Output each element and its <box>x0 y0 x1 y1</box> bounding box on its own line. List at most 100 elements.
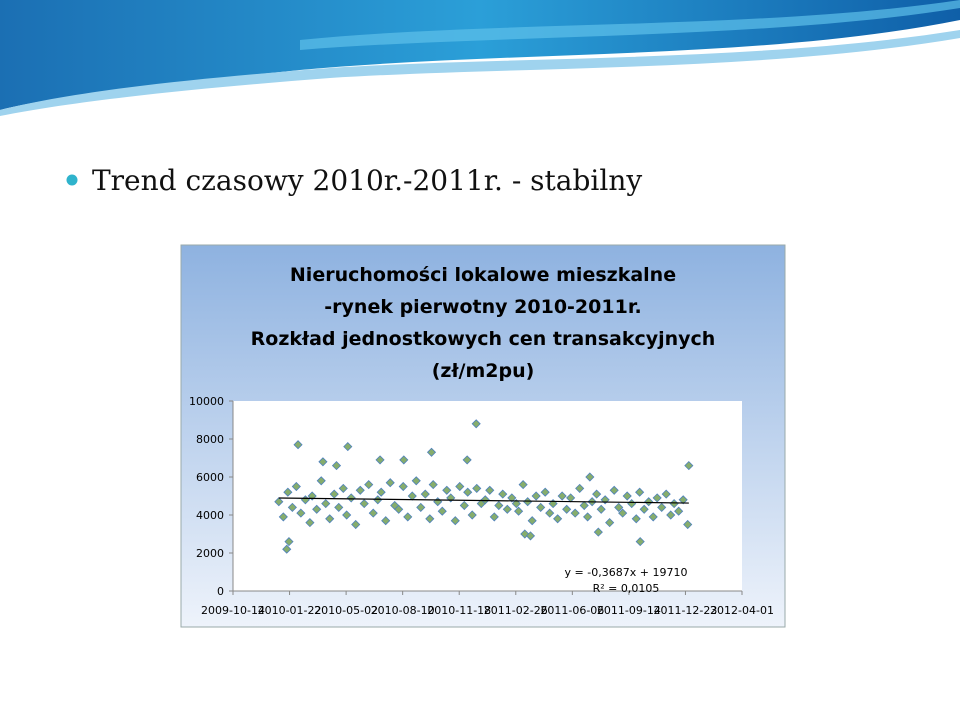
point <box>375 455 385 465</box>
point <box>618 508 628 518</box>
point <box>570 508 580 518</box>
point <box>428 480 438 490</box>
point <box>381 516 391 526</box>
x-tick-label: 2010-08-10 <box>371 604 435 617</box>
point <box>305 518 315 528</box>
point <box>489 512 499 522</box>
point <box>394 504 404 514</box>
y-tick-label: 2000 <box>196 547 224 560</box>
point <box>325 514 335 524</box>
point <box>385 478 395 488</box>
x-tick-label: 2011-02-26 <box>484 604 548 617</box>
point <box>520 529 530 539</box>
bullet-dot <box>66 174 78 186</box>
point <box>351 519 361 530</box>
point <box>579 500 589 511</box>
point <box>605 518 615 528</box>
point <box>291 481 301 492</box>
point <box>420 489 430 499</box>
y-tick-label: 6000 <box>196 471 224 484</box>
annotation: y = -0,3687x + 19710 <box>565 566 688 579</box>
point <box>318 457 328 467</box>
point <box>316 476 326 486</box>
point <box>480 495 490 505</box>
point <box>398 481 408 492</box>
point <box>683 519 693 530</box>
y-tick-label: 0 <box>217 585 224 598</box>
point <box>666 510 676 520</box>
point <box>472 483 482 493</box>
point <box>342 510 352 520</box>
point <box>657 502 667 512</box>
point <box>411 476 421 486</box>
chart: Nieruchomości lokalowe mieszkalne -rynek … <box>189 264 774 617</box>
point <box>562 504 572 514</box>
point <box>507 493 517 503</box>
point <box>609 485 619 495</box>
point <box>644 497 654 507</box>
point <box>553 514 563 524</box>
chart-title: (zł/m2pu) <box>432 360 535 382</box>
point <box>334 502 344 512</box>
x-tick-label: 2011-06-06 <box>540 604 604 617</box>
point <box>450 516 460 526</box>
point <box>278 512 288 522</box>
point <box>557 491 567 501</box>
point <box>648 512 658 522</box>
y-tick-label: 4000 <box>196 509 224 522</box>
point <box>368 508 378 518</box>
point <box>425 514 435 524</box>
point <box>631 514 641 524</box>
point <box>596 504 606 514</box>
point <box>343 442 353 452</box>
point <box>678 495 688 505</box>
point <box>514 506 524 516</box>
point <box>527 516 537 526</box>
point <box>622 491 632 501</box>
point <box>511 499 521 509</box>
point <box>661 489 671 499</box>
y-tick-label: 10000 <box>189 395 224 408</box>
point <box>593 527 603 537</box>
point <box>284 537 294 547</box>
x-tick-label: 2010-05-02 <box>314 604 378 617</box>
point <box>485 485 495 495</box>
x-tick-label: 2011-09-14 <box>597 604 661 617</box>
chart-title: Rozkład jednostkowych cen transakcyjnych <box>251 328 716 350</box>
point <box>502 504 512 514</box>
point <box>635 537 645 547</box>
x-tick-label: 2010-11-18 <box>427 604 491 617</box>
point <box>364 480 374 490</box>
point <box>321 499 331 509</box>
x-tick-label: 2009-10-14 <box>201 604 265 617</box>
point <box>274 497 284 507</box>
point <box>536 502 546 512</box>
annotation: R² = 0,0105 <box>593 582 660 595</box>
point <box>287 502 297 512</box>
point <box>494 500 504 511</box>
point <box>338 483 348 493</box>
point <box>399 455 409 465</box>
point <box>545 508 555 518</box>
point <box>575 483 585 493</box>
point <box>540 487 550 497</box>
point <box>376 487 386 497</box>
point <box>639 504 649 514</box>
point <box>635 487 645 497</box>
point <box>463 487 473 497</box>
point <box>674 506 684 516</box>
point <box>583 512 593 522</box>
point <box>471 419 481 429</box>
bullet-text: Trend czasowy 2010r.-2011r. - stabilny <box>92 164 642 197</box>
point <box>355 485 365 495</box>
x-tick-label: 2012-04-01 <box>710 604 774 617</box>
point <box>614 502 624 512</box>
y-tick-label: 8000 <box>196 433 224 446</box>
chart-title: -rynek pierwotny 2010-2011r. <box>324 296 641 318</box>
trend-line <box>278 497 689 504</box>
point <box>437 506 447 516</box>
point <box>585 472 595 482</box>
chart-title: Nieruchomości lokalowe mieszkalne <box>290 264 676 286</box>
point <box>525 531 536 541</box>
